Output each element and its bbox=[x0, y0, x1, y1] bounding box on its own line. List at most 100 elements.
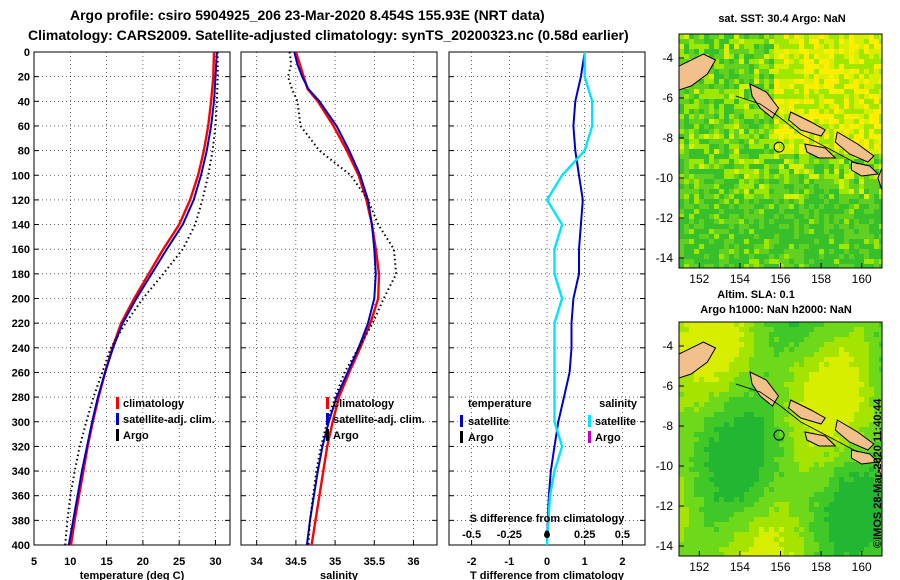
map-cell bbox=[749, 69, 754, 74]
map-cell bbox=[714, 104, 719, 109]
map-cell bbox=[844, 522, 849, 527]
map-cell bbox=[679, 214, 684, 219]
map-cell bbox=[829, 462, 834, 467]
map-cell bbox=[729, 477, 734, 482]
map-cell bbox=[824, 39, 829, 44]
map-cell bbox=[799, 169, 804, 174]
map-cell bbox=[774, 527, 779, 532]
map-cell bbox=[769, 367, 774, 372]
map-cell bbox=[864, 392, 869, 397]
map-cell bbox=[809, 224, 814, 229]
map-cell bbox=[719, 124, 724, 129]
map-cell bbox=[869, 327, 874, 332]
map-cell bbox=[769, 79, 774, 84]
map-cell bbox=[859, 39, 864, 44]
map-cell bbox=[689, 527, 694, 532]
map-cell bbox=[694, 49, 699, 54]
zero-marker bbox=[544, 532, 550, 538]
map-cell bbox=[869, 532, 874, 537]
map-cell bbox=[704, 487, 709, 492]
map-cell bbox=[679, 189, 684, 194]
map-cell bbox=[729, 367, 734, 372]
map-cell bbox=[854, 327, 859, 332]
map-cell bbox=[709, 447, 714, 452]
map-cell bbox=[804, 99, 809, 104]
map-cell bbox=[689, 522, 694, 527]
map-cell bbox=[739, 477, 744, 482]
map-cell bbox=[709, 382, 714, 387]
map-cell bbox=[864, 49, 869, 54]
map-cell bbox=[874, 452, 879, 457]
map-cell bbox=[739, 432, 744, 437]
map-cell bbox=[694, 104, 699, 109]
map-cell bbox=[774, 487, 779, 492]
map-cell bbox=[854, 542, 859, 547]
map-cell bbox=[724, 264, 729, 268]
map-cell bbox=[824, 189, 829, 194]
map-cell bbox=[719, 542, 724, 547]
map-cell bbox=[734, 347, 739, 352]
map-cell bbox=[869, 342, 874, 347]
map-cell bbox=[819, 547, 824, 552]
map-cell bbox=[789, 332, 794, 337]
map-cell bbox=[854, 387, 859, 392]
map-cell bbox=[714, 154, 719, 159]
map-cell bbox=[804, 69, 809, 74]
map-cell bbox=[874, 74, 879, 79]
map-cell bbox=[859, 482, 864, 487]
map-cell bbox=[809, 527, 814, 532]
map-cell bbox=[804, 422, 809, 427]
map-cell bbox=[724, 507, 729, 512]
map-cell bbox=[834, 342, 839, 347]
map-cell bbox=[684, 174, 689, 179]
map-cell bbox=[724, 94, 729, 99]
map-cell bbox=[774, 512, 779, 517]
map-cell bbox=[679, 54, 684, 59]
map-cell bbox=[759, 492, 764, 497]
map-cell bbox=[719, 99, 724, 104]
map-cell bbox=[734, 229, 739, 234]
map-cell bbox=[749, 184, 754, 189]
map-cell bbox=[774, 372, 779, 377]
map-cell bbox=[734, 204, 739, 209]
map-cell bbox=[699, 517, 704, 522]
map-cell bbox=[719, 44, 724, 49]
map-cell bbox=[874, 244, 879, 249]
map-cell bbox=[794, 194, 799, 199]
map-cell bbox=[809, 259, 814, 264]
map-cell bbox=[769, 134, 774, 139]
map-cell bbox=[789, 507, 794, 512]
map-cell bbox=[724, 159, 729, 164]
map-cell bbox=[699, 437, 704, 442]
map-cell bbox=[864, 64, 869, 69]
map-cell bbox=[719, 472, 724, 477]
map-cell bbox=[764, 89, 769, 94]
map-cell bbox=[784, 234, 789, 239]
map-cell bbox=[714, 487, 719, 492]
map-cell bbox=[724, 372, 729, 377]
map-cell bbox=[764, 59, 769, 64]
map-cell bbox=[779, 119, 784, 124]
map-cell bbox=[754, 194, 759, 199]
map-cell bbox=[749, 244, 754, 249]
map-cell bbox=[699, 239, 704, 244]
map-cell bbox=[744, 542, 749, 547]
map-cell bbox=[869, 39, 874, 44]
map-cell bbox=[769, 39, 774, 44]
map-cell bbox=[854, 64, 859, 69]
map-cell bbox=[789, 382, 794, 387]
map-cell bbox=[734, 124, 739, 129]
map-cell bbox=[749, 392, 754, 397]
map-cell bbox=[844, 527, 849, 532]
map-cell bbox=[834, 64, 839, 69]
map-cell bbox=[714, 99, 719, 104]
map-cell bbox=[739, 452, 744, 457]
map-cell bbox=[709, 342, 714, 347]
map-cell bbox=[874, 149, 879, 154]
map-cell bbox=[734, 407, 739, 412]
map-cell bbox=[739, 144, 744, 149]
map-cell bbox=[714, 437, 719, 442]
map-cell bbox=[814, 392, 819, 397]
map-cell bbox=[784, 214, 789, 219]
map-cell bbox=[874, 502, 879, 507]
